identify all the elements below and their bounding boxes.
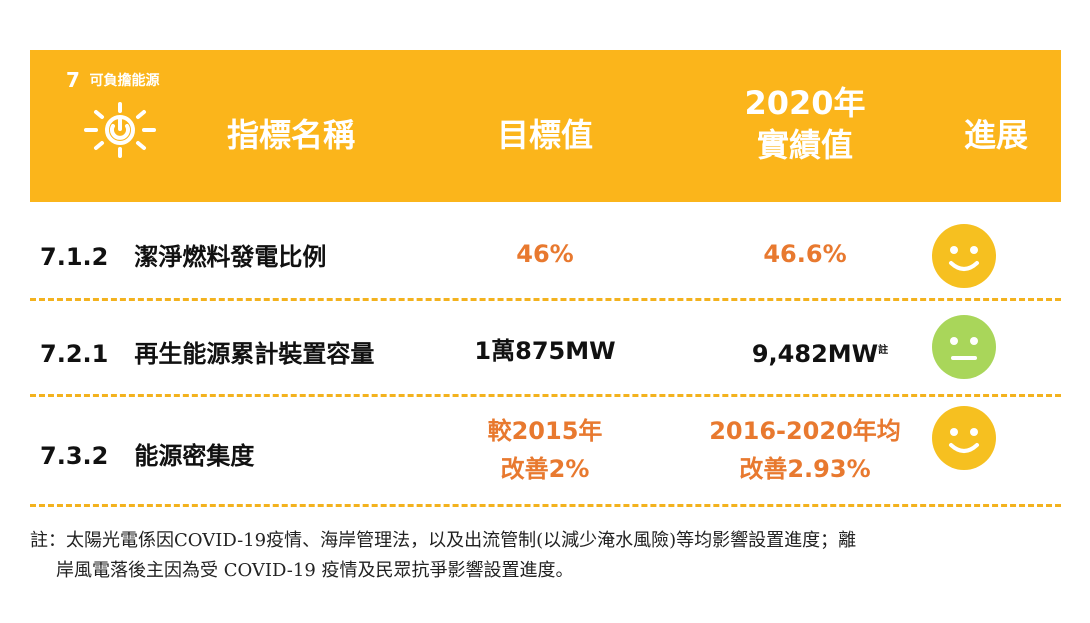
row-divider — [30, 504, 1061, 507]
row-divider — [30, 298, 1061, 301]
indicator-code: 7.3.2 — [40, 442, 109, 470]
actual-line2: 改善2.93% — [739, 455, 871, 483]
table-row: 7.1.2 潔淨燃料發電比例 46% 46.6% — [30, 205, 1061, 300]
target-line1: 較2015年 — [487, 417, 603, 445]
indicator-code: 7.2.1 — [40, 340, 109, 368]
sun-power-icon — [84, 102, 156, 158]
indicator-label: 7.2.1 再生能源累計裝置容量 — [40, 334, 374, 369]
smile-face-icon — [932, 406, 996, 470]
target-value: 46% — [516, 240, 574, 268]
table-header: 7 可負擔能源 指標名稱 目標值 2020年 實績值 進展 — [30, 50, 1061, 202]
indicator-code: 7.1.2 — [40, 243, 109, 271]
neutral-face-icon — [932, 315, 996, 379]
actual-value-text: 9,482MW — [751, 340, 879, 368]
footnote: 註：太陽光電係因COVID-19疫情、海岸管理法，以及出流管制(以減少淹水風險)… — [30, 526, 1070, 586]
indicator-label: 7.1.2 潔淨燃料發電比例 — [40, 237, 326, 272]
header-target-value: 目標值 — [496, 116, 593, 154]
target-line2: 改善2% — [500, 455, 590, 483]
target-value: 較2015年 改善2% — [470, 412, 620, 488]
sdg-label: 7 可負擔能源 — [66, 68, 160, 92]
actual-value: 46.6% — [763, 240, 847, 268]
smile-face-icon — [932, 224, 996, 288]
indicator-name: 潔淨燃料發電比例 — [134, 243, 327, 271]
header-actual-line1: 2020年 — [744, 84, 866, 122]
header-actual-line2: 實績值 — [756, 126, 853, 164]
sdg-name: 可負擔能源 — [89, 73, 160, 89]
indicator-label: 7.3.2 能源密集度 — [40, 436, 254, 471]
indicator-name: 再生能源累計裝置容量 — [134, 340, 375, 368]
header-progress: 進展 — [963, 116, 1028, 154]
sdg-number: 7 — [66, 68, 80, 92]
footnote-line2: 岸風電落後主因為受 COVID-19 疫情及民眾抗爭影響設置進度。 — [56, 560, 574, 581]
actual-value: 9,482MW註 — [720, 332, 920, 373]
actual-value: 2016-2020年均 改善2.93% — [692, 412, 918, 488]
footnote-line1: 註：太陽光電係因COVID-19疫情、海岸管理法，以及出流管制(以減少淹水風險)… — [30, 530, 857, 551]
indicator-name: 能源密集度 — [134, 442, 255, 470]
header-actual-value: 2020年 實績值 — [720, 82, 890, 166]
table-row: 7.2.1 再生能源累計裝置容量 1萬875MW 9,482MW註 — [30, 302, 1061, 394]
header-indicator-name: 指標名稱 — [226, 116, 355, 154]
footnote-marker: 註 — [878, 345, 889, 356]
row-divider — [30, 394, 1061, 397]
table-row: 7.3.2 能源密集度 較2015年 改善2% 2016-2020年均 改善2.… — [30, 398, 1061, 503]
actual-line1: 2016-2020年均 — [709, 417, 901, 445]
target-value: 1萬875MW — [474, 337, 616, 365]
